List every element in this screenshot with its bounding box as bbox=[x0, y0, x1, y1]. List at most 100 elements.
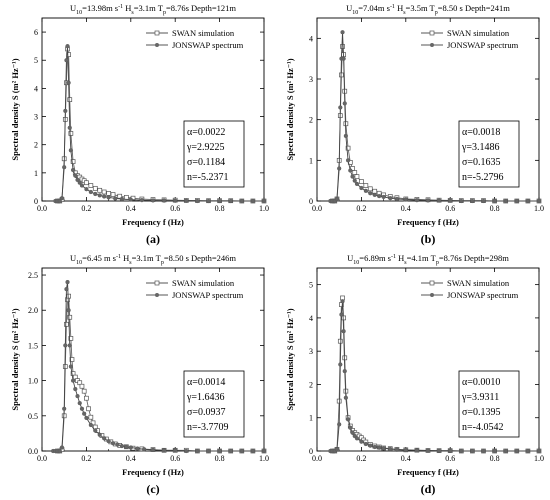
jonswap-point bbox=[65, 44, 70, 49]
jonswap-point bbox=[437, 198, 442, 203]
parameter-value: σ=0.1635 bbox=[462, 157, 501, 168]
jonswap-point bbox=[217, 448, 222, 454]
swan-point bbox=[352, 170, 358, 175]
x-tick-label: 0.4 bbox=[126, 204, 136, 213]
y-axis-label: Spectral density S (m² Hz⁻¹) bbox=[285, 58, 295, 160]
parameter-value: α=0.0022 bbox=[187, 127, 225, 138]
jonswap-point bbox=[342, 101, 347, 106]
jonswap-point bbox=[425, 448, 431, 453]
jonswap-point bbox=[368, 443, 373, 448]
jonswap-point bbox=[340, 299, 345, 304]
jonswap-point bbox=[68, 364, 73, 369]
x-tick-label: 0.0 bbox=[312, 204, 322, 213]
x-axis-label: Frequency f (Hz) bbox=[122, 467, 184, 477]
y-axis-label: Spectral density S (m² Hz⁻¹) bbox=[285, 308, 295, 410]
swan-point bbox=[79, 383, 85, 389]
jonswap-point bbox=[162, 448, 167, 453]
jonswap-point bbox=[184, 448, 189, 454]
panel-label: (d) bbox=[421, 482, 436, 496]
jonswap-point bbox=[217, 198, 222, 204]
jonswap-point bbox=[363, 441, 368, 447]
jonswap-point bbox=[67, 343, 72, 348]
jonswap-point bbox=[381, 446, 386, 451]
swan-point bbox=[81, 388, 87, 394]
legend-marker-jonswap bbox=[155, 43, 159, 47]
y-tick-label: 4 bbox=[309, 34, 313, 43]
swan-point bbox=[367, 186, 373, 192]
swan-point bbox=[67, 97, 73, 102]
parameter-value: n=-3.7709 bbox=[187, 422, 228, 433]
y-tick-label: 0 bbox=[34, 197, 38, 206]
x-axis-label: Frequency f (Hz) bbox=[122, 217, 184, 227]
jonswap-point bbox=[150, 198, 156, 203]
y-tick-label: 2.0 bbox=[28, 306, 38, 315]
y-tick-label: 5 bbox=[34, 56, 38, 65]
jonswap-point bbox=[228, 448, 233, 454]
jonswap-point bbox=[525, 198, 530, 204]
jonswap-point bbox=[425, 198, 431, 203]
jonswap-point bbox=[93, 191, 98, 197]
jonswap-point bbox=[228, 198, 233, 204]
jonswap-point bbox=[150, 447, 156, 453]
chart-panel-3: U10=6.45 m s-1 Hs=3.1m Tp=8.50 s Depth=2… bbox=[10, 253, 269, 496]
parameter-value: γ=3.1486 bbox=[461, 142, 500, 153]
jonswap-point bbox=[448, 198, 453, 203]
x-tick-label: 0.8 bbox=[215, 204, 225, 213]
chart-title: U10=13.98m s-1 Hs=3.1m Tp=8.76s Depth=12… bbox=[70, 3, 236, 16]
x-tick-label: 0.2 bbox=[356, 454, 366, 463]
jonswap-point bbox=[63, 343, 68, 348]
chart-title: U10=7.04m s-1 Hs=3.5m Tp=8.50 s Depth=24… bbox=[346, 3, 510, 16]
swan-point bbox=[345, 145, 351, 151]
jonswap-point bbox=[88, 422, 93, 428]
x-tick-label: 0.2 bbox=[356, 204, 366, 213]
jonswap-point bbox=[57, 448, 62, 454]
jonswap-point bbox=[206, 448, 211, 454]
jonswap-point bbox=[62, 406, 67, 411]
y-tick-label: 1 bbox=[309, 156, 313, 165]
x-tick-label: 0.6 bbox=[170, 204, 180, 213]
jonswap-point bbox=[348, 425, 353, 430]
jonswap-point bbox=[261, 198, 267, 204]
y-axis-label: Spectral density S (m² Hz⁻¹) bbox=[10, 308, 20, 410]
jonswap-point bbox=[334, 447, 340, 452]
swan-point bbox=[84, 180, 89, 186]
jonswap-point bbox=[119, 443, 125, 449]
jonswap-point bbox=[352, 178, 357, 183]
jonswap-point bbox=[514, 448, 519, 454]
legend-entry: SWAN simulation bbox=[447, 278, 510, 288]
jonswap-point bbox=[343, 395, 348, 400]
legend-marker-swan bbox=[429, 30, 435, 36]
swan-point bbox=[363, 183, 369, 188]
jonswap-point bbox=[341, 56, 346, 61]
jonswap-point bbox=[139, 198, 144, 203]
jonswap-point bbox=[142, 447, 147, 452]
swan-point bbox=[354, 174, 360, 179]
jonswap-point bbox=[102, 436, 107, 441]
jonswap-point bbox=[414, 198, 419, 203]
jonswap-point bbox=[128, 197, 133, 202]
jonswap-point bbox=[359, 439, 364, 444]
jonswap-point bbox=[106, 439, 111, 444]
swan-point bbox=[359, 179, 364, 184]
parameter-box bbox=[183, 120, 245, 188]
x-tick-label: 0.4 bbox=[401, 204, 411, 213]
jonswap-point bbox=[503, 448, 508, 454]
jonswap-point bbox=[525, 448, 530, 454]
jonswap-point bbox=[64, 58, 69, 63]
jonswap-point bbox=[75, 177, 80, 182]
jonswap-point bbox=[66, 80, 71, 85]
y-tick-label: 1 bbox=[34, 169, 38, 178]
jonswap-point bbox=[481, 448, 486, 454]
jonswap-point bbox=[536, 448, 542, 454]
jonswap-point bbox=[250, 448, 255, 454]
jonswap-point bbox=[68, 148, 73, 153]
jonswap-point bbox=[84, 415, 89, 421]
parameter-value: σ=0.1184 bbox=[187, 157, 225, 168]
jonswap-point bbox=[342, 369, 347, 374]
jonswap-point bbox=[195, 448, 200, 454]
x-tick-label: 0.4 bbox=[126, 454, 136, 463]
x-axis-label: Frequency f (Hz) bbox=[397, 467, 459, 477]
jonswap-point bbox=[59, 196, 65, 201]
jonswap-point bbox=[106, 195, 111, 200]
